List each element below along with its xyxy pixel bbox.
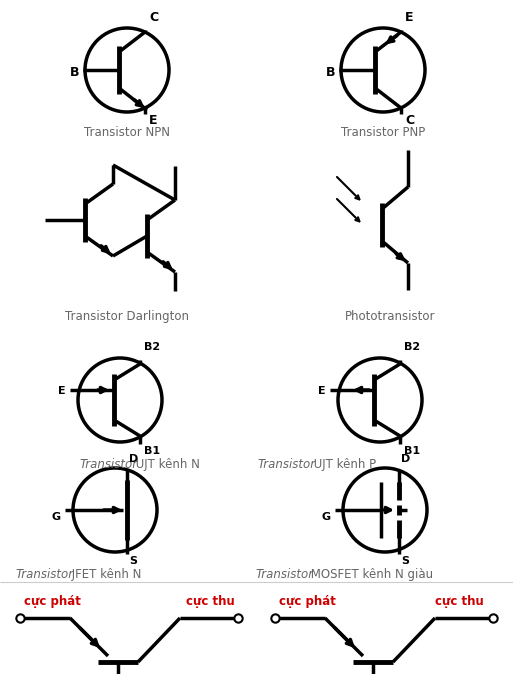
- Text: C: C: [149, 11, 158, 24]
- Text: G: G: [322, 512, 331, 522]
- Text: UJT kênh P: UJT kênh P: [310, 458, 376, 471]
- Text: Transistor PNP: Transistor PNP: [341, 126, 425, 139]
- Text: B2: B2: [144, 342, 160, 352]
- Text: cực phát: cực phát: [279, 595, 336, 608]
- Text: cực thu: cực thu: [435, 595, 484, 608]
- Text: D: D: [401, 454, 410, 464]
- Text: Transistor: Transistor: [16, 568, 74, 581]
- Text: Transistor: Transistor: [258, 458, 316, 471]
- Text: S: S: [401, 556, 409, 566]
- Text: cực thu: cực thu: [186, 595, 235, 608]
- Text: UJT kênh N: UJT kênh N: [132, 458, 200, 471]
- Text: MOSFET kênh N giàu: MOSFET kênh N giàu: [307, 568, 433, 581]
- Text: C: C: [405, 114, 414, 127]
- Text: B: B: [69, 66, 79, 79]
- Text: B2: B2: [404, 342, 420, 352]
- Text: Transistor Darlington: Transistor Darlington: [65, 310, 189, 323]
- Text: E: E: [149, 114, 157, 127]
- Text: E: E: [319, 386, 326, 396]
- Text: Transistor: Transistor: [255, 568, 313, 581]
- Text: S: S: [129, 556, 137, 566]
- Text: E: E: [405, 11, 413, 24]
- Text: Transistor: Transistor: [80, 458, 138, 471]
- Text: B1: B1: [144, 446, 160, 456]
- Text: cực phát: cực phát: [24, 595, 81, 608]
- Text: G: G: [52, 512, 61, 522]
- Text: Phototransistor: Phototransistor: [345, 310, 435, 323]
- Text: B: B: [326, 66, 335, 79]
- Text: E: E: [58, 386, 66, 396]
- Text: D: D: [129, 454, 138, 464]
- Text: B1: B1: [404, 446, 420, 456]
- Text: JFET kênh N: JFET kênh N: [68, 568, 142, 581]
- Text: Transistor NPN: Transistor NPN: [84, 126, 170, 139]
